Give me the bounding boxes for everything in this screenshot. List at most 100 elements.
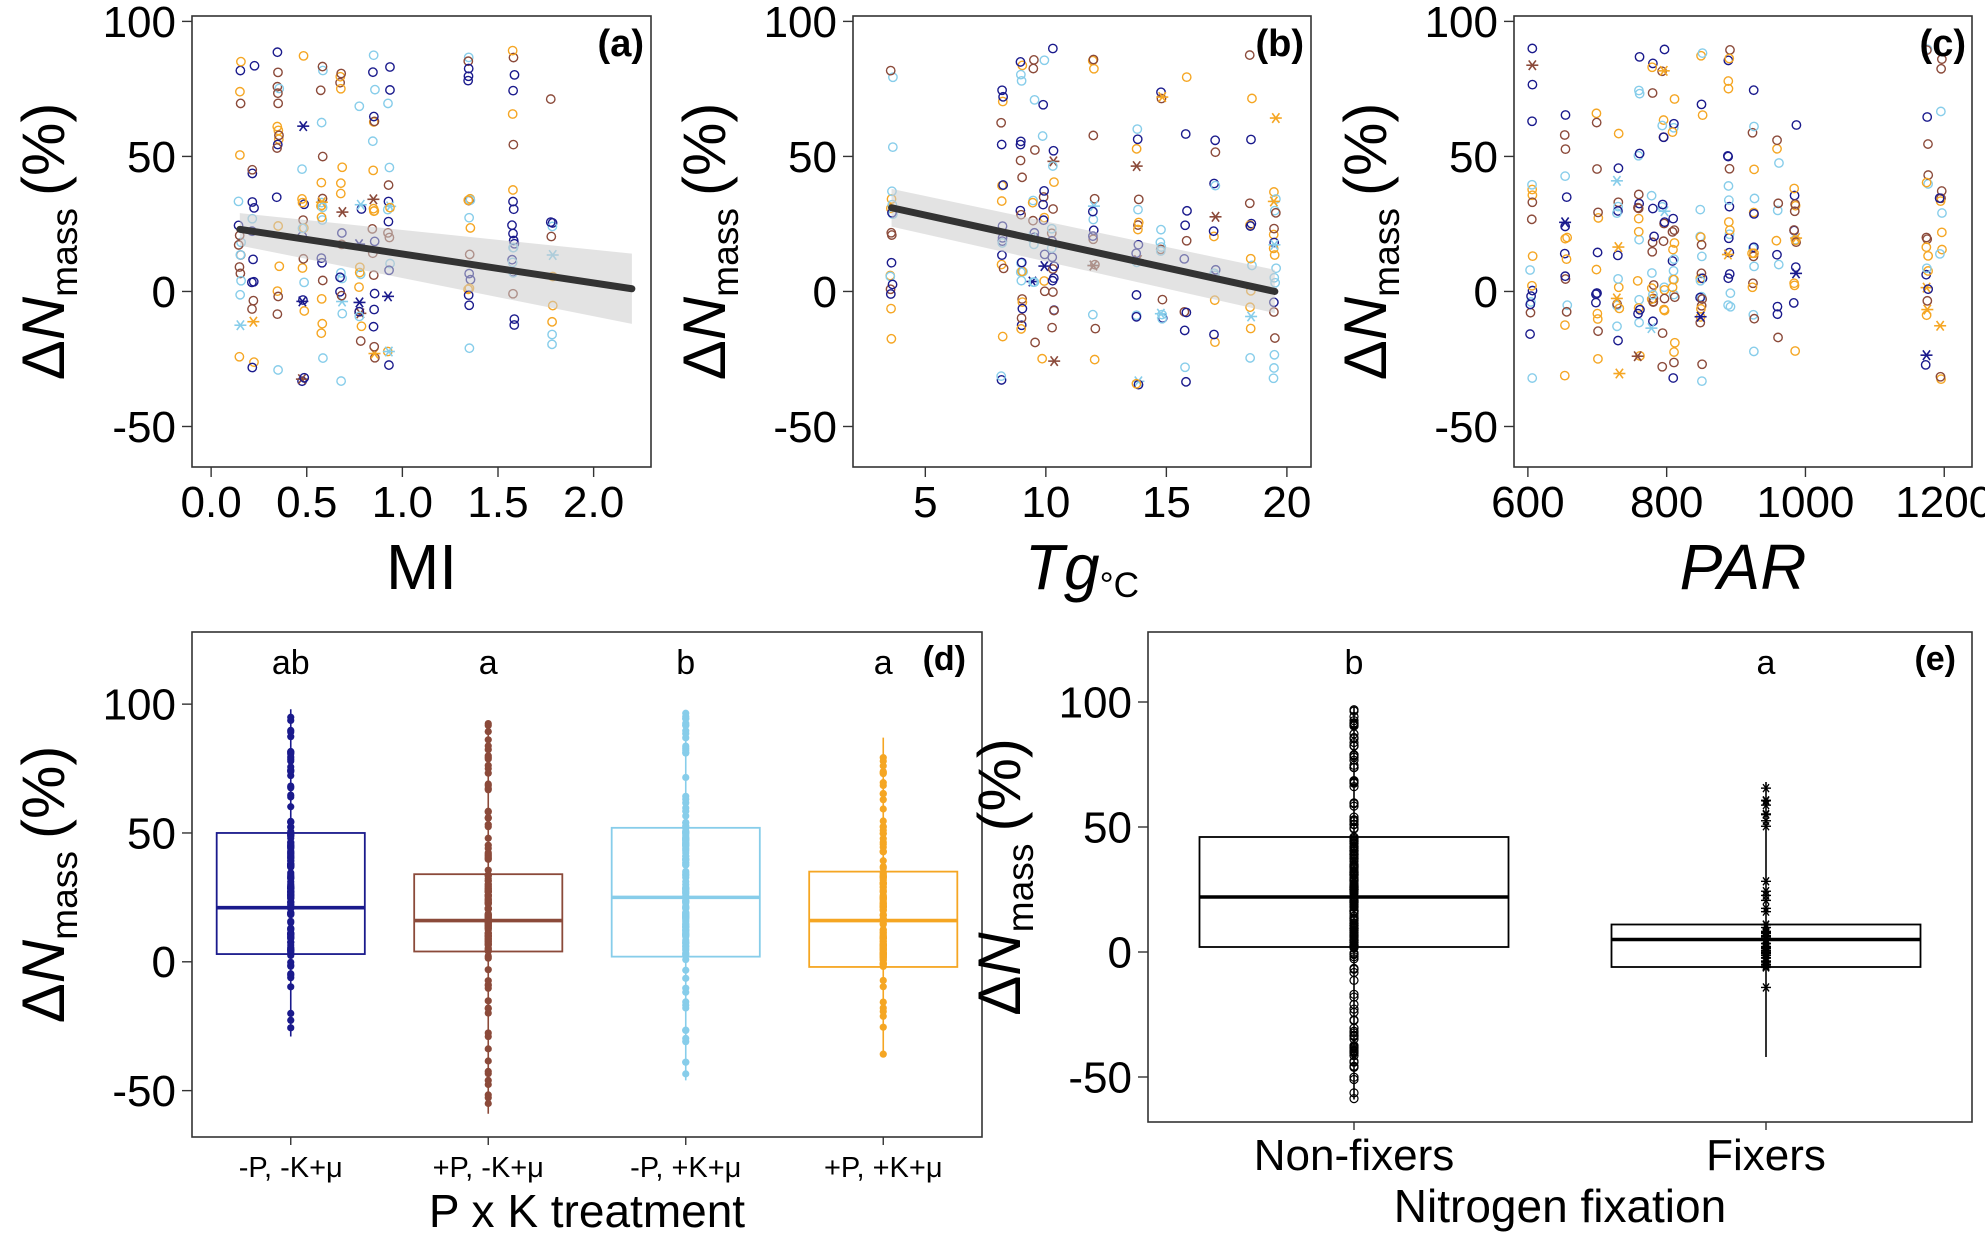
data-point [1133, 194, 1144, 205]
data-point [297, 194, 307, 204]
data-point [1593, 353, 1603, 364]
y-title-subscript: mass [43, 208, 85, 297]
data-point [1349, 913, 1359, 923]
y-tick-label: -50 [773, 403, 837, 452]
data-point [1039, 55, 1050, 66]
data-point [272, 143, 282, 153]
data-point [367, 136, 378, 147]
data-point [879, 886, 887, 894]
data-point [1561, 192, 1572, 203]
star-stroke [1049, 355, 1059, 367]
star-stroke [1762, 903, 1770, 913]
data-point [287, 728, 295, 736]
data-point [682, 950, 690, 958]
data-point [317, 318, 328, 329]
x-tick-label: 0.5 [276, 478, 337, 527]
significance-letter: a [874, 644, 893, 682]
data-point [1270, 207, 1281, 218]
data-point [879, 1004, 887, 1012]
data-point [1246, 134, 1256, 145]
data-point [886, 230, 897, 240]
data-point [1269, 363, 1279, 373]
data-point [1349, 815, 1359, 825]
data-point [369, 288, 380, 299]
y-axis-title: ΔNmass (%) [671, 103, 746, 381]
y-title-n: N [966, 932, 1033, 976]
data-point [1209, 178, 1219, 189]
data-point [1017, 294, 1028, 304]
data-point [1659, 293, 1670, 304]
y-tick-label: 50 [1083, 803, 1132, 852]
data-point [1724, 269, 1735, 279]
data-point [682, 1058, 690, 1066]
data-point [1723, 195, 1734, 206]
star-stroke [1132, 160, 1141, 172]
data-point [682, 944, 690, 952]
data-point [1349, 845, 1359, 856]
data-point [484, 844, 492, 852]
data-point [272, 139, 283, 150]
data-point [297, 197, 308, 208]
data-point [1773, 259, 1784, 270]
data-point [879, 953, 887, 962]
data-point [1935, 106, 1946, 117]
data-point [271, 192, 282, 203]
star-stroke [1270, 239, 1279, 251]
data-point [1921, 45, 1932, 56]
star-stroke [1762, 783, 1770, 793]
y-axis-title: ΔNmass (%) [10, 746, 85, 1024]
x-tick-label: 1.5 [467, 478, 528, 527]
data-point [998, 263, 1009, 274]
box-3: b -P, +K+μ [610, 644, 761, 1184]
star-stroke [297, 373, 307, 385]
data-point [682, 1034, 690, 1042]
data-point [1349, 1034, 1359, 1044]
data-point [465, 223, 476, 233]
y-tick-label: 0 [813, 268, 837, 317]
data-point [1771, 235, 1782, 246]
star-stroke [369, 194, 378, 205]
data-point [1015, 136, 1026, 147]
data-point [1668, 274, 1679, 285]
data-point [1180, 362, 1190, 373]
data-point [1527, 43, 1538, 54]
data-point [355, 336, 366, 346]
data-point [879, 906, 887, 914]
data-point [272, 81, 283, 92]
data-point [484, 1029, 492, 1037]
data-point [1921, 177, 1932, 188]
data-point [299, 199, 310, 210]
data-point [299, 372, 310, 383]
data-point [996, 371, 1007, 382]
data-point-fixer [1934, 320, 1947, 332]
data-point [879, 843, 887, 851]
data-point [508, 139, 519, 150]
data-point [1016, 275, 1027, 286]
data-point [385, 85, 395, 95]
data-point [335, 178, 346, 189]
panel-label: (a) [598, 23, 644, 65]
data-point [1349, 835, 1359, 846]
data-point [1349, 884, 1359, 894]
data-point [287, 750, 295, 758]
star-stroke [1612, 175, 1622, 187]
data-point [682, 869, 690, 877]
data-point [1647, 246, 1658, 257]
data-point [1525, 299, 1536, 310]
data-point [1921, 242, 1932, 253]
data-point [316, 212, 327, 223]
data-point-fixer [1761, 903, 1771, 913]
data-point [484, 1067, 492, 1075]
data-point [1669, 357, 1679, 368]
data-point [287, 849, 295, 857]
data-point [1016, 75, 1027, 86]
data-point-fixer [1268, 239, 1281, 251]
data-point [682, 773, 690, 782]
data-point [1649, 231, 1659, 242]
data-point [1049, 177, 1059, 188]
panel-label: (c) [1920, 23, 1966, 65]
y-title-subscript: mass [999, 844, 1041, 933]
star-stroke [384, 346, 394, 357]
y-title-unit: (%) [1332, 103, 1399, 196]
data-point-fixer [234, 319, 247, 331]
